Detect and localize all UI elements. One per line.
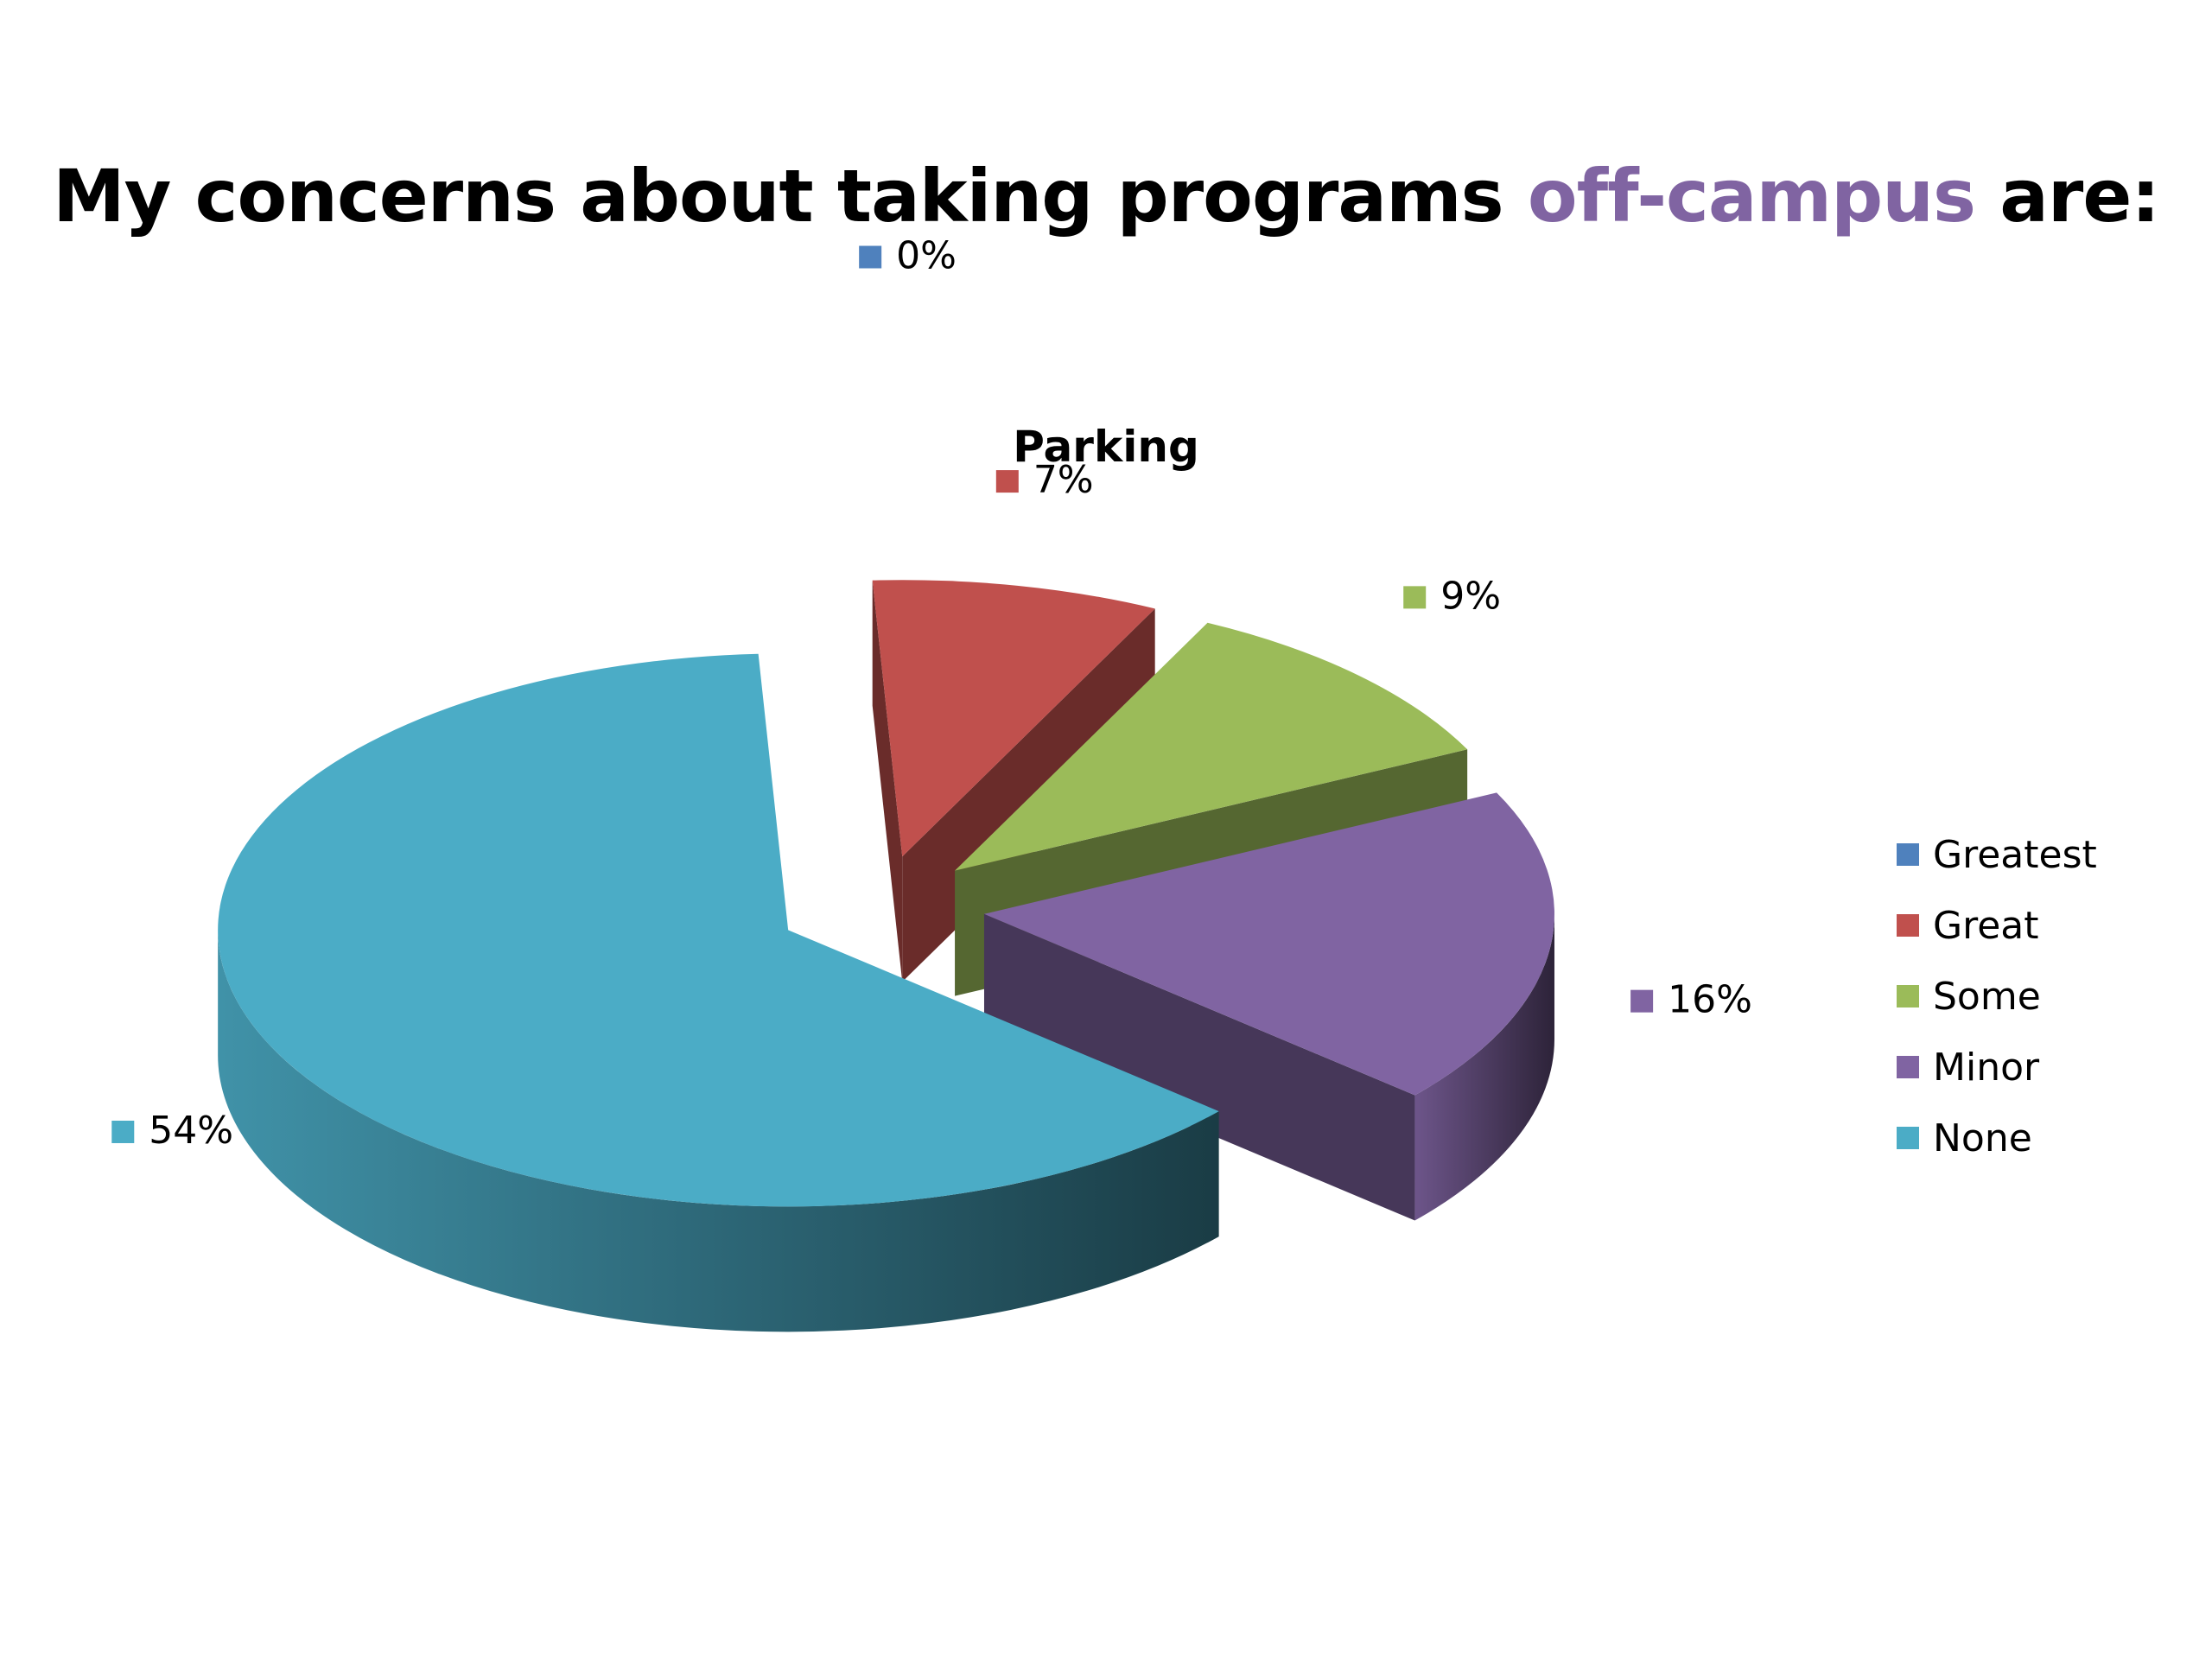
data-label-greatest-marker <box>859 245 882 269</box>
legend-swatch <box>1897 1056 1919 1078</box>
data-label-greatest-text: 0% <box>896 234 957 278</box>
data-label-some-text: 9% <box>1440 574 1501 618</box>
legend-item-minor: Minor <box>1897 1032 2097 1103</box>
data-label-minor-marker <box>1630 989 1654 1013</box>
data-label-some: 9% <box>1403 574 1501 618</box>
legend-label: Minor <box>1933 1045 2040 1090</box>
data-label-minor: 16% <box>1630 978 1752 1022</box>
legend: Greatest Great Some Minor None <box>1897 819 2097 1173</box>
data-label-none-text: 54% <box>149 1109 233 1153</box>
data-label-great: 7% <box>995 458 1094 502</box>
legend-item-none: None <box>1897 1103 2097 1173</box>
legend-item-greatest: Greatest <box>1897 819 2097 890</box>
slide-title-highlight: off-campus <box>1527 154 1976 238</box>
data-label-none-marker <box>111 1120 135 1143</box>
slide-title-main: My concerns about taking programs <box>53 154 1504 238</box>
pie-slice-minor-side <box>983 913 1415 1221</box>
pie-slice-great-side <box>872 580 903 982</box>
pie-slice-minor-wall <box>1414 913 1554 1221</box>
legend-swatch <box>1897 914 1919 937</box>
data-label-some-marker <box>1403 586 1427 609</box>
legend-swatch <box>1897 843 1919 866</box>
legend-label: Great <box>1933 903 2039 948</box>
pie-slice-minor <box>983 792 1554 1221</box>
legend-label: None <box>1933 1116 2032 1160</box>
data-label-minor-text: 16% <box>1668 978 1752 1022</box>
legend-label: Some <box>1933 974 2041 1019</box>
pie-slice-great-top <box>872 580 1155 857</box>
pie-slice-none <box>218 653 1219 1332</box>
pie-slice-some-top <box>955 622 1468 871</box>
data-label-great-text: 7% <box>1033 458 1094 502</box>
chart-title: Parking <box>1013 422 1199 472</box>
slide-title-end: are: <box>1999 154 2160 238</box>
slide-title: My concerns about taking programs off-ca… <box>0 154 2212 238</box>
pie-slice-none-wall <box>218 930 1219 1332</box>
data-label-great-marker <box>995 470 1019 493</box>
legend-item-some: Some <box>1897 961 2097 1032</box>
pie-slice-none-top <box>218 653 1219 1207</box>
legend-item-great: Great <box>1897 890 2097 961</box>
legend-label: Greatest <box>1933 832 2097 877</box>
data-label-greatest: 0% <box>859 234 957 278</box>
pie-slice-minor-top <box>983 792 1554 1096</box>
data-label-none: 54% <box>111 1109 233 1153</box>
legend-swatch <box>1897 1127 1919 1149</box>
legend-swatch <box>1897 985 1919 1007</box>
